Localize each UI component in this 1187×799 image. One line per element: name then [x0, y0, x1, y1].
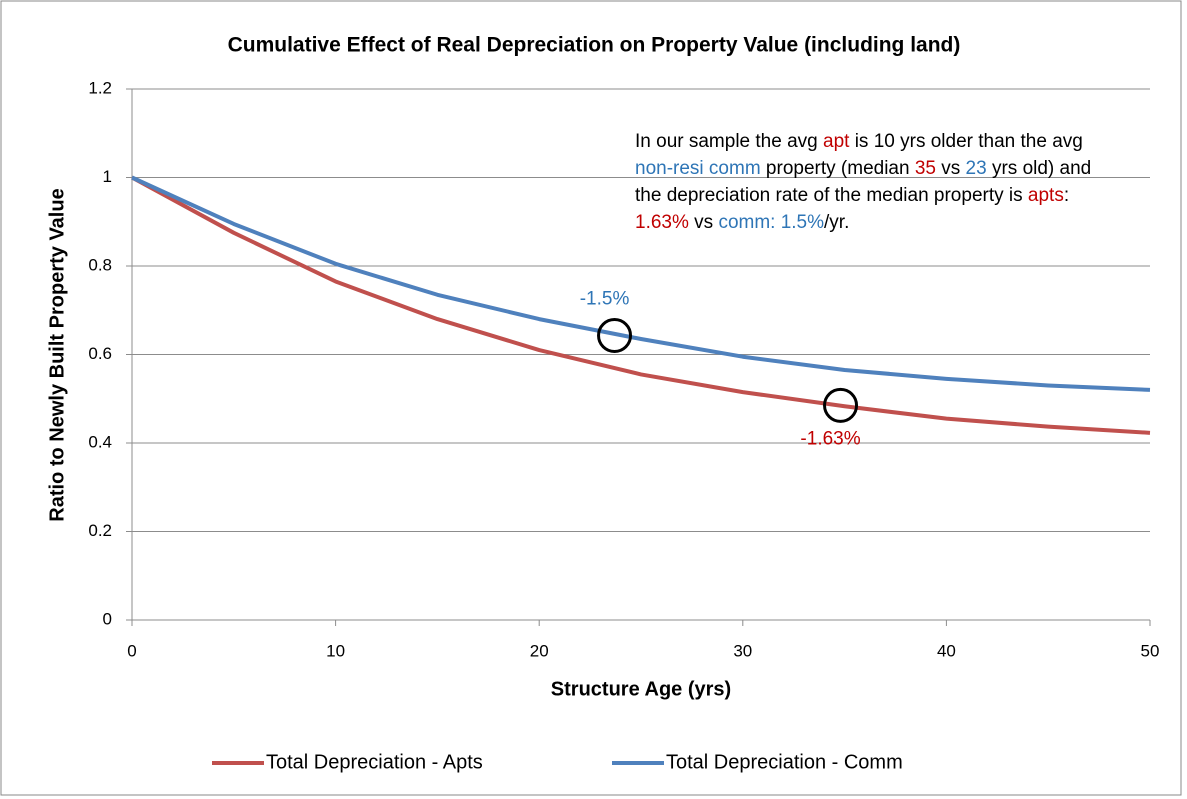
y-axis-title: Ratio to Newly Built Property Value [46, 188, 68, 521]
annotation-text: property (median [760, 158, 915, 179]
annotation-text: 1.63% [635, 212, 689, 233]
y-tick-label: 0.8 [88, 255, 112, 274]
x-tick-label: 20 [530, 641, 549, 660]
annotation-text: apts [1027, 185, 1064, 206]
x-axis-title: Structure Age (yrs) [551, 678, 731, 700]
annotation: In our sample the avg apt is 10 yrs olde… [635, 128, 1105, 236]
y-tick-label: 0.2 [88, 521, 112, 540]
x-tick-label: 50 [1141, 641, 1160, 660]
chart-title: Cumulative Effect of Real Depreciation o… [228, 34, 961, 57]
annotation-text: In our sample the avg [635, 131, 823, 152]
annotation-text: 35 [914, 158, 936, 179]
legend-label: Total Depreciation - Comm [666, 751, 903, 773]
y-tick-label: 1.2 [88, 78, 112, 97]
annotation-text: yrs old) and the depreciation rate of th… [635, 158, 1097, 206]
legend-label: Total Depreciation - Apts [266, 751, 483, 773]
series-line [131, 175, 1151, 435]
x-tick-label: 0 [127, 641, 136, 660]
series-line [131, 175, 1151, 392]
x-tick-label: 10 [326, 641, 345, 660]
x-tick-label: 30 [733, 641, 752, 660]
annotation-text: /yr. [824, 212, 850, 233]
annotation-text: non-resi comm [635, 158, 761, 179]
annotation-text: vs [688, 212, 719, 233]
y-tick-label: 0.6 [88, 344, 112, 363]
annotation-text: comm: 1.5% [718, 212, 825, 233]
y-tick-label: 0.4 [88, 432, 112, 451]
annotation-text: apt [823, 131, 850, 152]
annotation-text: 23 [965, 158, 987, 179]
highlight-circle [597, 317, 633, 353]
highlight-circle [823, 387, 859, 423]
highlight-label: -1.5% [580, 288, 630, 309]
annotation-text: is 10 yrs older than the avg [849, 131, 1089, 152]
y-tick-label: 1 [103, 167, 112, 186]
x-tick-label: 40 [937, 641, 956, 660]
annotation-text: : [1063, 185, 1075, 206]
highlight-label: -1.63% [800, 428, 860, 449]
y-tick-label: 0 [103, 609, 112, 628]
annotation-text: vs [935, 158, 966, 179]
